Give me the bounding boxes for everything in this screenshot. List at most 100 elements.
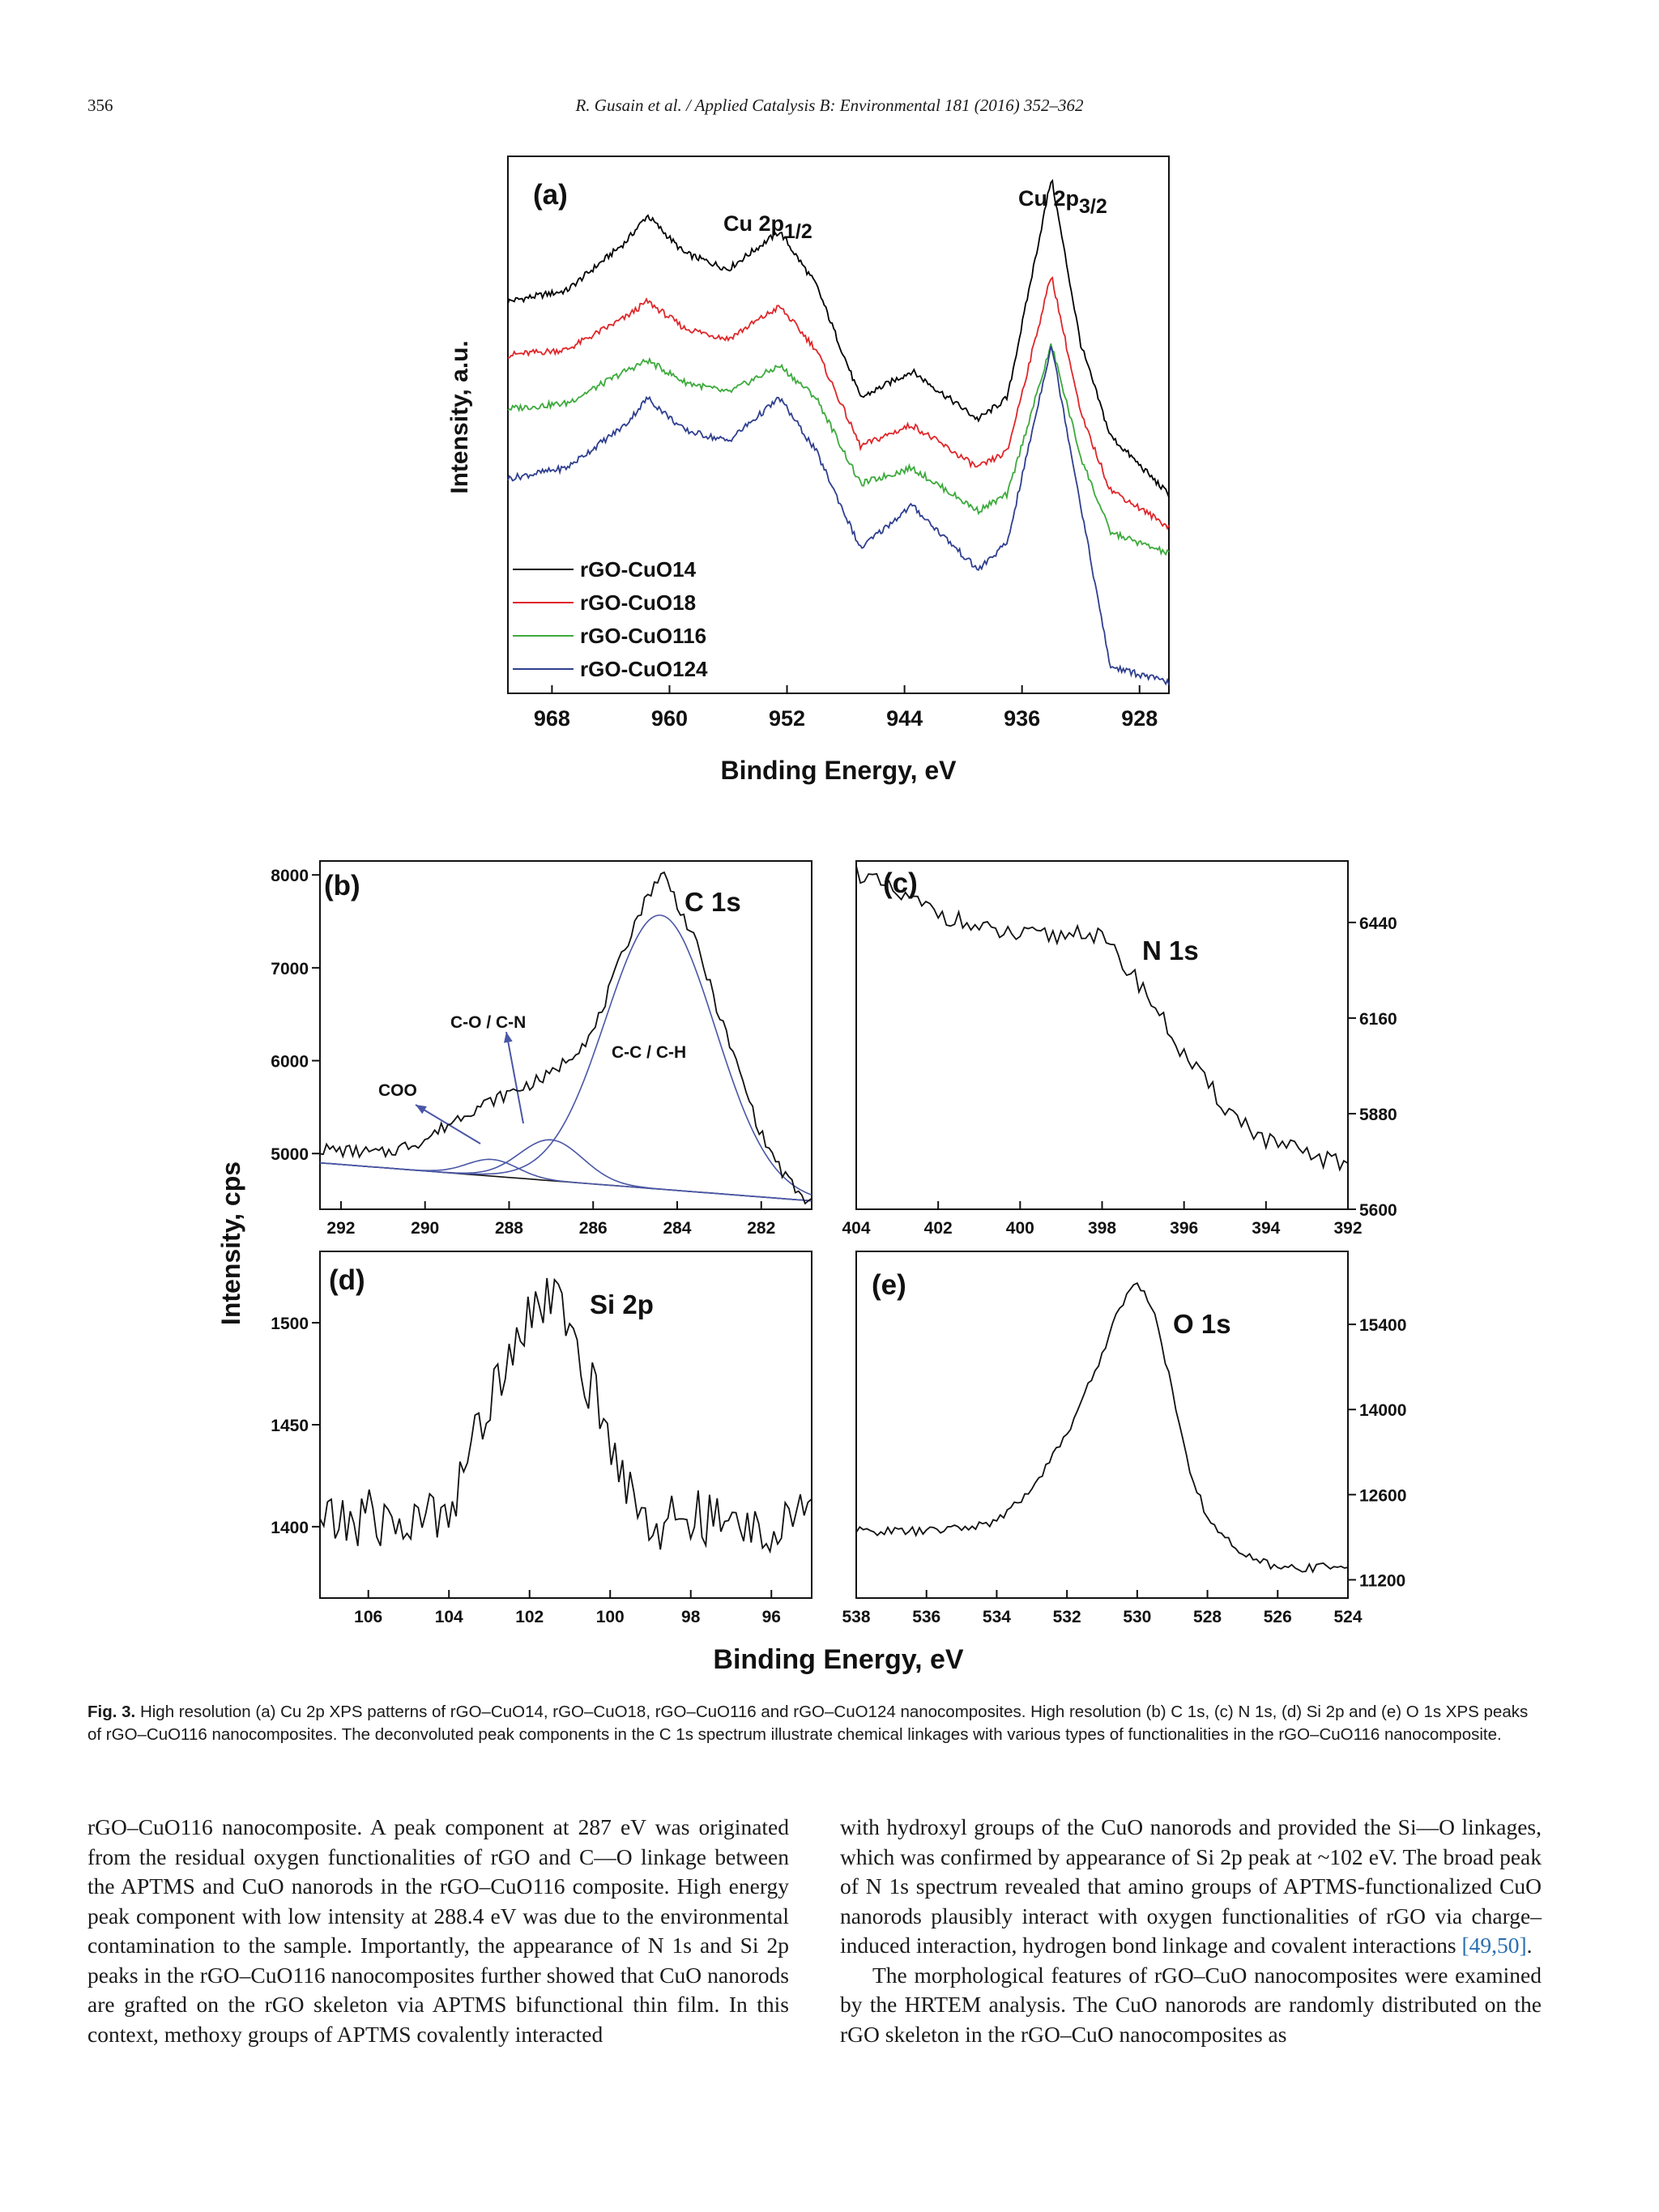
si2p-spectrum-line	[319, 1277, 812, 1554]
annotation-cc-ch: C-C / C-H	[612, 1043, 686, 1062]
right-paragraph-2: The morphological features of rGO–CuO na…	[840, 1962, 1542, 2047]
c1s-spectrum-line	[319, 871, 812, 1205]
annotation-coo: COO	[378, 1081, 417, 1100]
legend-label: rGO-CuO14	[580, 557, 697, 582]
x-tick-label: 100	[596, 1608, 625, 1626]
x-tick-label: 396	[1170, 1219, 1198, 1238]
x-tick-label: 960	[651, 706, 688, 731]
figure-xlabel: Binding Energy, eV	[713, 1644, 964, 1675]
panel-e-frame	[855, 1251, 1349, 1599]
panel-c-label: (c)	[883, 867, 918, 899]
caption-text: High resolution (a) Cu 2p XPS patterns o…	[87, 1703, 1529, 1744]
x-tick-label: 936	[1004, 706, 1040, 731]
caption-label: Fig. 3.	[87, 1703, 136, 1721]
legend-label: rGO-CuO116	[580, 624, 706, 648]
y-tick-label: 1500	[271, 1315, 309, 1333]
body-left-column: rGO–CuO116 nanocomposite. A peak compone…	[87, 1813, 789, 2049]
figure-ylabel: Intensity, cps	[216, 1161, 245, 1325]
x-tick-label: 292	[326, 1219, 355, 1238]
panel-a-label: (a)	[533, 179, 568, 211]
c1s-fit-components	[319, 914, 812, 1202]
series-line-rgo-cuo14	[507, 178, 1170, 498]
x-tick-label: 928	[1121, 706, 1158, 731]
panel-a-frame	[507, 156, 1170, 694]
panel-d-title: Si 2p	[590, 1289, 654, 1319]
y-tick-label: 6440	[1359, 914, 1397, 933]
y-tick-label: 11200	[1359, 1571, 1405, 1590]
y-tick-label: 1400	[271, 1519, 309, 1537]
annotation-cu2p32: Cu 2p3/2	[1018, 186, 1107, 218]
x-tick-label: 286	[579, 1219, 608, 1238]
series-line-rgo-cuo18	[507, 276, 1170, 531]
y-tick-label: 1450	[271, 1417, 309, 1435]
n1s-spectrum-line	[855, 865, 1349, 1172]
reference-link-49-50[interactable]: [49,50]	[1461, 1933, 1527, 1958]
annotation-co-cn: C-O / C-N	[450, 1013, 526, 1032]
panel-a-legend: rGO-CuO14 rGO-CuO18 rGO-CuO116 rGO-CuO124	[513, 557, 708, 681]
x-tick-label: 98	[681, 1608, 701, 1626]
x-tick-label: 536	[912, 1608, 940, 1626]
x-tick-label: 394	[1252, 1219, 1280, 1238]
panel-b-frame	[319, 860, 812, 1210]
x-tick-label: 288	[495, 1219, 523, 1238]
right-paragraph-1-text: with hydroxyl groups of the CuO nanorods…	[840, 1814, 1542, 1958]
x-tick-label: 402	[924, 1219, 953, 1238]
panel-b-title: C 1s	[684, 887, 741, 917]
x-tick-label: 282	[747, 1219, 775, 1238]
y-tick-label: 5000	[271, 1145, 309, 1164]
x-tick-label: 968	[534, 706, 570, 731]
series-line-rgo-cuo116	[507, 343, 1170, 556]
panel-b-label: (b)	[324, 870, 360, 901]
y-tick-label: 6000	[271, 1053, 309, 1072]
x-tick-label: 398	[1088, 1219, 1116, 1238]
y-tick-label: 14000	[1359, 1401, 1406, 1420]
y-tick-label: 15400	[1359, 1316, 1406, 1335]
y-tick-label: 12600	[1359, 1486, 1406, 1505]
page-number: 356	[87, 96, 113, 115]
y-tick-label: 5600	[1359, 1201, 1397, 1220]
arrow-co-cn	[505, 1031, 524, 1124]
x-tick-label: 528	[1193, 1608, 1222, 1626]
panel-e-o1s: (e) O 1s 538 536 534 532 530 528 526 524 11200 12…	[842, 1251, 1406, 1626]
x-tick-label: 284	[663, 1219, 691, 1238]
o1s-spectrum-line	[855, 1282, 1349, 1574]
x-tick-label: 290	[411, 1219, 439, 1238]
x-tick-label: 96	[762, 1608, 781, 1626]
panel-a-cu2p: (a) Cu 2p1/2 Cu 2p3/2 968 960 952 944 936 928…	[446, 156, 1170, 785]
panel-b-c1s: (b) C 1s COO C-O / C-N C-C / C-H 292 290 2…	[271, 860, 812, 1238]
body-right-column: with hydroxyl groups of the CuO nanorods…	[840, 1813, 1542, 2049]
panel-d-si2p: (d) Si 2p 106 104 102 100 98 96 1400 1450 1500	[271, 1251, 812, 1626]
x-tick-label: 104	[435, 1608, 463, 1626]
panel-e-label: (e)	[872, 1269, 906, 1301]
panel-d-label: (d)	[329, 1264, 365, 1296]
x-tick-label: 526	[1264, 1608, 1292, 1626]
right-paragraph-1: with hydroxyl groups of the CuO nanorods…	[840, 1813, 1542, 1961]
fit-cc-ch	[319, 914, 812, 1196]
panel-c-frame	[855, 860, 1349, 1210]
panel-a-ylabel: Intensity, a.u.	[446, 340, 473, 493]
legend-label: rGO-CuO124	[580, 657, 708, 681]
panel-d-frame	[319, 1251, 812, 1599]
x-tick-label: 530	[1123, 1608, 1151, 1626]
y-tick-label: 8000	[271, 867, 309, 885]
series-line-rgo-cuo124	[507, 346, 1170, 686]
fit-coo	[319, 1158, 812, 1202]
x-tick-label: 538	[842, 1608, 870, 1626]
x-tick-label: 102	[515, 1608, 544, 1626]
x-tick-label: 404	[842, 1219, 870, 1238]
left-paragraph: rGO–CuO116 nanocomposite. A peak compone…	[87, 1814, 789, 2047]
y-tick-label: 6160	[1359, 1010, 1397, 1029]
x-tick-label: 400	[1006, 1219, 1034, 1238]
y-tick-label: 7000	[271, 960, 309, 978]
x-tick-label: 106	[354, 1608, 382, 1626]
legend-label: rGO-CuO18	[580, 590, 696, 615]
figure-3: (a) Cu 2p1/2 Cu 2p3/2 968 960 952 944 936 928…	[216, 156, 1406, 1675]
right-paragraph-1-end: .	[1526, 1933, 1533, 1958]
x-tick-label: 952	[769, 706, 805, 731]
panel-c-title: N 1s	[1142, 936, 1199, 965]
x-tick-label: 524	[1333, 1608, 1362, 1626]
fit-co-cn	[319, 1139, 812, 1202]
y-tick-label: 5880	[1359, 1106, 1397, 1124]
panel-e-title: O 1s	[1173, 1309, 1231, 1339]
